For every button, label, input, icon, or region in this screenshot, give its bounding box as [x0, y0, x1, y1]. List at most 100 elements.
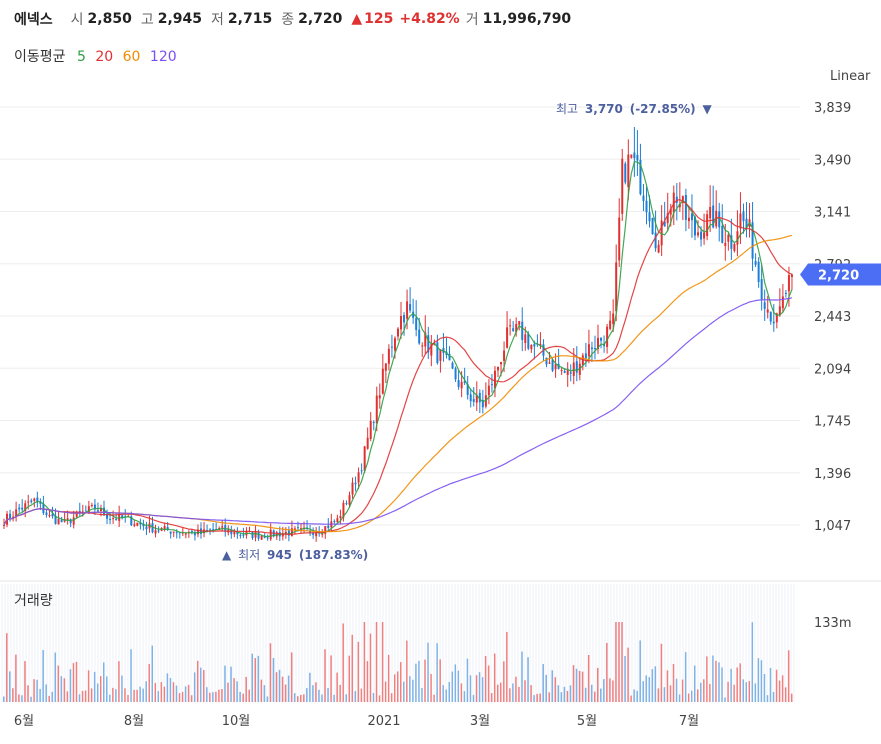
- scale-mode-label[interactable]: Linear: [830, 69, 871, 84]
- volume-bar: [609, 678, 611, 702]
- low-marker-icon: ▲: [222, 548, 232, 562]
- ma-60-label[interactable]: 60: [122, 49, 141, 65]
- change-arrow-icon: ▲: [351, 11, 363, 27]
- volume-bar: [687, 693, 690, 702]
- candle-body: [381, 368, 384, 394]
- candle-body: [239, 534, 242, 536]
- candle-body: [209, 529, 212, 531]
- volume-bar: [660, 643, 663, 702]
- volume-bar: [312, 685, 314, 702]
- volume-bar: [54, 652, 57, 702]
- candle-body: [312, 532, 315, 535]
- candle-body: [54, 515, 57, 524]
- volume-bar: [612, 680, 614, 702]
- volume-bar: [96, 683, 99, 702]
- volume-bar: [496, 684, 499, 702]
- candle-body: [590, 347, 593, 350]
- candle-body: [133, 524, 136, 526]
- volume-bar: [790, 693, 793, 702]
- volume-bar: [415, 663, 417, 702]
- volume-bar: [366, 661, 369, 702]
- volume-bar: [66, 691, 69, 702]
- volume-bar: [381, 622, 384, 702]
- ma-120-label[interactable]: 120: [149, 49, 177, 65]
- volume-bar: [533, 695, 535, 702]
- volume-bar: [330, 655, 332, 702]
- candle-body: [372, 421, 375, 423]
- candle-body: [130, 516, 133, 526]
- y-tick-label: 1,047: [814, 519, 851, 534]
- volume-bar: [781, 675, 784, 702]
- volume-bar: [739, 663, 741, 702]
- candle-body: [345, 503, 348, 505]
- volume-bar: [27, 685, 29, 702]
- candle-body: [396, 328, 399, 337]
- y-tick-label: 3,490: [814, 153, 851, 168]
- volume-bar: [690, 690, 693, 702]
- candle-body: [636, 154, 639, 161]
- ma-5-label[interactable]: 5: [76, 49, 86, 65]
- high-value: 2,945: [157, 11, 203, 27]
- volume-bar: [163, 686, 166, 702]
- volume-bar: [3, 696, 5, 702]
- volume-bar: [112, 687, 114, 702]
- candle-body: [593, 348, 596, 350]
- last-price-label: 2,720: [818, 269, 859, 284]
- candle-body: [630, 154, 633, 158]
- volume-bar: [530, 685, 532, 702]
- volume-bar: [630, 695, 632, 702]
- volume-bar: [260, 679, 263, 702]
- high-annotation-prefix: 최고: [556, 102, 578, 116]
- candle-body: [39, 502, 42, 504]
- volume-bar: [469, 675, 472, 702]
- volume-bar: [421, 687, 423, 702]
- volume-bar: [33, 679, 35, 702]
- volume-bar: [606, 642, 608, 702]
- candle-body: [606, 326, 609, 347]
- candle-body: [724, 242, 727, 247]
- low-value: 2,715: [227, 11, 273, 27]
- volume-bar: [196, 660, 199, 702]
- candle-body: [560, 369, 563, 371]
- volume-bar: [700, 682, 702, 702]
- candle-body: [754, 261, 757, 265]
- candle-body: [300, 528, 303, 530]
- volume-bar: [730, 668, 732, 702]
- candle-body: [21, 507, 24, 510]
- candle-body: [697, 232, 700, 236]
- candle-body: [739, 213, 742, 229]
- candle-body: [69, 519, 72, 524]
- candle-body: [400, 316, 403, 330]
- ma-20-label[interactable]: 20: [95, 49, 114, 65]
- candle-body: [254, 531, 257, 538]
- candle-body: [9, 513, 12, 518]
- candle-body: [481, 399, 484, 408]
- volume-bar: [127, 695, 129, 702]
- candle-body: [521, 321, 524, 340]
- volume-bar: [345, 694, 347, 702]
- candle-body: [12, 516, 15, 518]
- x-tick-label: 7월: [679, 714, 699, 729]
- volume-bar: [375, 622, 378, 702]
- volume-bar: [439, 659, 441, 702]
- volume-bar: [12, 688, 14, 702]
- candles: [3, 126, 793, 542]
- candle-body: [106, 513, 109, 519]
- volume-bar: [72, 663, 75, 702]
- y-tick-label: 2,443: [814, 310, 851, 325]
- ma-120-line: [3, 297, 793, 526]
- volume-bar: [151, 645, 154, 702]
- volume-bar: [363, 622, 366, 702]
- volume-bar: [18, 694, 20, 702]
- volume-bar: [69, 669, 72, 702]
- volume-bar: [569, 685, 572, 702]
- change-percent: +4.82%: [399, 11, 460, 27]
- candle-body: [524, 334, 527, 344]
- volume-bar: [678, 694, 681, 702]
- stock-name: 에넥스: [14, 12, 53, 28]
- candle-body: [375, 395, 378, 424]
- candle-body: [78, 510, 81, 513]
- volume-bar: [396, 671, 399, 702]
- volume-bar: [618, 622, 620, 702]
